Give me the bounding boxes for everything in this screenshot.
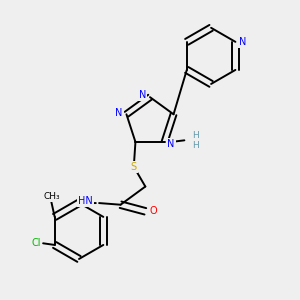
Text: S: S <box>131 162 137 172</box>
Text: O: O <box>150 206 158 216</box>
Text: HN: HN <box>78 196 93 206</box>
Text: CH₃: CH₃ <box>43 192 60 201</box>
Text: N: N <box>116 108 123 118</box>
Text: H: H <box>193 141 199 150</box>
Text: Cl: Cl <box>31 238 40 248</box>
Text: H: H <box>193 130 199 140</box>
Text: N: N <box>167 139 175 148</box>
Text: N: N <box>139 89 146 100</box>
Text: N: N <box>239 37 246 47</box>
